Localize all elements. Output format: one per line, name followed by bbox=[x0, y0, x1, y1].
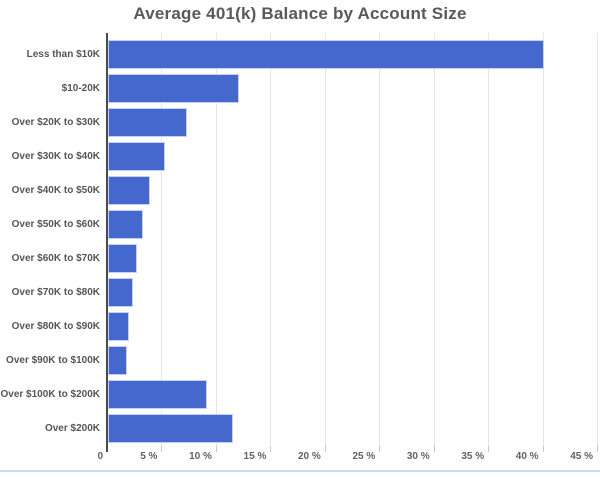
category-label: Over $60K to $70K bbox=[11, 253, 100, 265]
gridline bbox=[433, 33, 435, 446]
chart-row: Over $20K to $30K bbox=[0, 105, 600, 139]
gridline bbox=[215, 33, 217, 446]
chart-rows: Less than $10K $10-20K Over $20K to $30K Ov… bbox=[0, 37, 600, 446]
chart-row: Over $90K to $100K bbox=[0, 344, 600, 378]
axis-tick bbox=[433, 446, 435, 452]
gridline bbox=[542, 33, 544, 446]
x-tick-label: 25 % bbox=[352, 451, 376, 462]
category-label: Over $40K to $50K bbox=[11, 184, 100, 196]
bar bbox=[108, 73, 239, 103]
x-tick-label: 0 bbox=[97, 451, 103, 462]
gridline bbox=[324, 33, 326, 446]
gridline bbox=[270, 33, 272, 446]
bar bbox=[108, 278, 134, 308]
bar bbox=[108, 175, 151, 205]
chart-row: Over $70K to $80K bbox=[0, 276, 600, 310]
category-label: Over $30K to $40K bbox=[11, 150, 100, 162]
category-label: Over $20K to $30K bbox=[11, 116, 100, 128]
x-tick-label: 35 % bbox=[461, 451, 485, 462]
gridline bbox=[161, 33, 163, 446]
bar bbox=[108, 107, 188, 137]
chart-row: Over $100K to $200K bbox=[0, 378, 600, 412]
bar bbox=[108, 244, 138, 274]
x-tick-label: 30 % bbox=[406, 451, 430, 462]
x-tick-label: 10 % bbox=[189, 451, 212, 462]
gridline bbox=[488, 33, 490, 446]
chart-row: Less than $10K bbox=[0, 37, 600, 71]
gridline bbox=[379, 33, 381, 446]
chart-row: Over $80K to $90K bbox=[0, 310, 600, 344]
bar bbox=[108, 380, 208, 410]
y-axis-line bbox=[106, 33, 108, 452]
chart-row: Over $50K to $60K bbox=[0, 207, 600, 241]
x-tick-label: 20 % bbox=[297, 451, 321, 462]
chart-row: Over $200K bbox=[0, 412, 600, 446]
category-label: $10-20K bbox=[61, 82, 100, 94]
category-label: Over $80K to $90K bbox=[11, 321, 100, 333]
category-label: Over $100K to $200K bbox=[0, 389, 100, 401]
chart-title: Average 401(k) Balance by Account Size bbox=[133, 4, 467, 23]
category-label: Over $90K to $100K bbox=[6, 355, 100, 367]
chart-row: Over $40K to $50K bbox=[0, 173, 600, 207]
x-tick-label: 15 % bbox=[243, 451, 267, 462]
category-label: Less than $10K bbox=[26, 48, 100, 60]
category-label: Over $70K to $80K bbox=[11, 287, 100, 299]
category-label: Over $200K bbox=[44, 423, 100, 435]
axis-tick bbox=[270, 446, 272, 452]
axis-tick bbox=[379, 446, 381, 452]
gridline bbox=[597, 33, 598, 446]
bar bbox=[108, 346, 127, 376]
chart-row: Over $60K to $70K bbox=[0, 242, 600, 276]
bar bbox=[108, 414, 234, 444]
bar bbox=[108, 39, 544, 69]
x-tick-label: 5 % bbox=[140, 451, 158, 462]
x-tick-label: 45 % bbox=[570, 451, 593, 462]
x-tick-label: 40 % bbox=[515, 451, 539, 462]
axis-tick bbox=[488, 446, 490, 452]
bar-chart: Less than $10K $10-20K Over $20K to $30K Ov… bbox=[0, 33, 600, 462]
bar bbox=[108, 312, 129, 342]
chart-row: Over $30K to $40K bbox=[0, 139, 600, 173]
category-label: Over $50K to $60K bbox=[11, 218, 100, 230]
bar bbox=[108, 141, 165, 171]
axis-tick bbox=[215, 446, 217, 452]
axis-tick bbox=[542, 446, 544, 452]
x-axis-labels: 0 5 % 10 % 15 % 20 % 25 % 30 % 35 % 40 % 45 % bbox=[0, 450, 600, 464]
axis-tick bbox=[324, 446, 326, 452]
axis-tick bbox=[597, 446, 598, 452]
chart-row: $10-20K bbox=[0, 71, 600, 105]
bottom-divider bbox=[0, 470, 600, 472]
bar bbox=[108, 209, 143, 239]
axis-tick bbox=[161, 446, 163, 452]
